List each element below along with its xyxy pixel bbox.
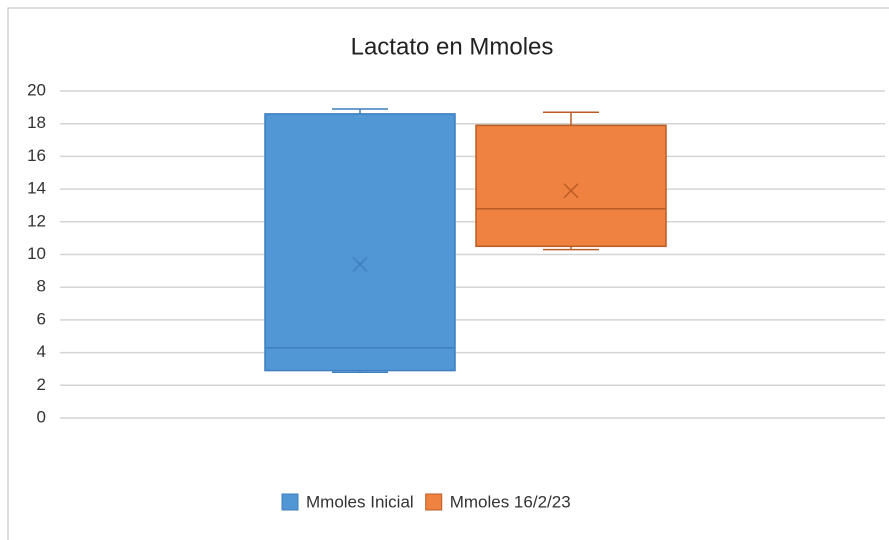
legend-label: Mmoles 16/2/23 [450, 492, 571, 511]
y-tick-label: 12 [27, 211, 46, 230]
mean-marker [563, 183, 579, 199]
y-tick-label: 4 [37, 342, 46, 361]
y-tick-label: 2 [37, 375, 46, 394]
box [264, 113, 456, 372]
box [475, 124, 667, 248]
legend-label: Mmoles Inicial [306, 492, 414, 511]
y-tick-label: 0 [37, 407, 46, 426]
legend-swatch [425, 493, 443, 511]
y-tick-label: 18 [27, 113, 46, 132]
chart-title: Lactato en Mmoles [351, 33, 554, 60]
y-tick-label: 16 [27, 146, 46, 165]
y-tick-label: 8 [37, 277, 46, 296]
y-tick-label: 6 [37, 309, 46, 328]
y-tick-label: 10 [27, 244, 46, 263]
legend-swatch [281, 493, 299, 511]
mean-marker [352, 256, 368, 272]
y-tick-label: 14 [27, 179, 46, 198]
y-tick-label: 20 [27, 80, 46, 99]
